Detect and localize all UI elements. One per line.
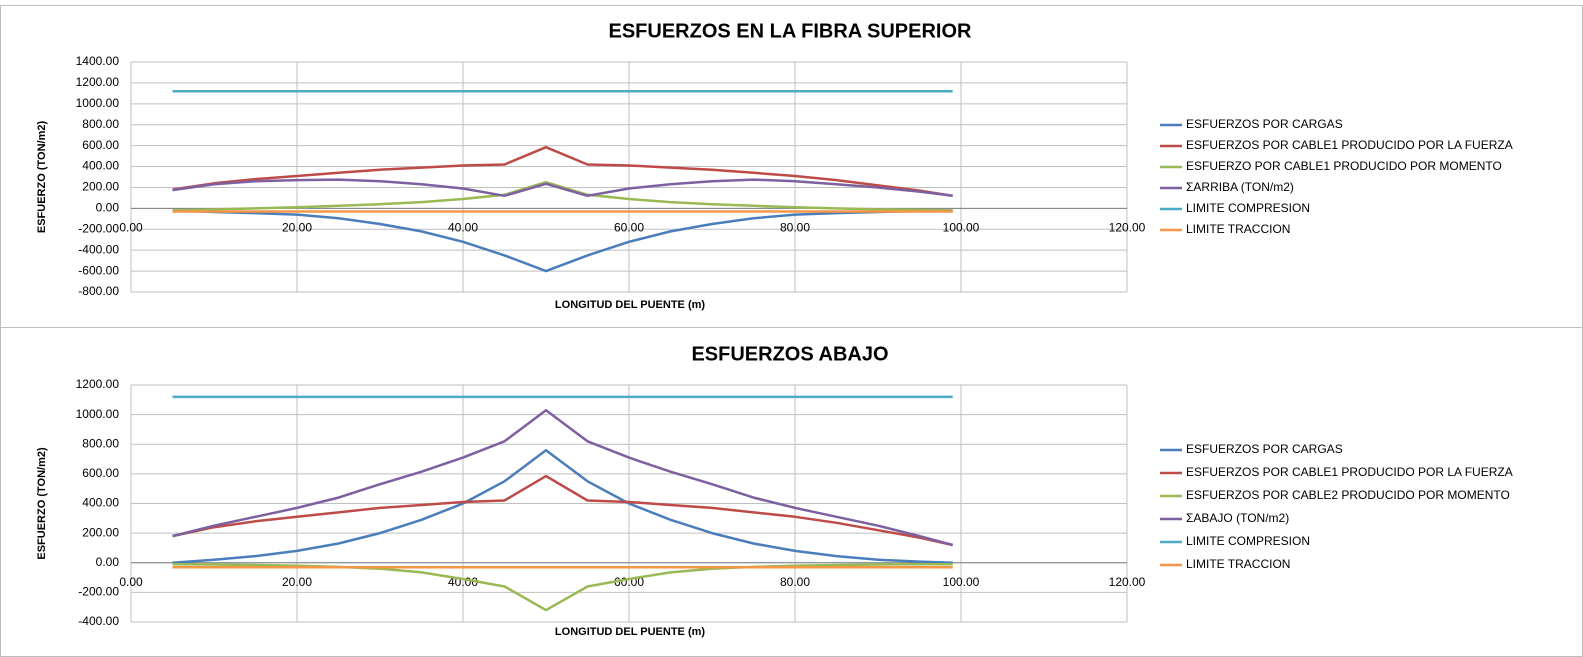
y-tick-label: 800.00 [82,436,119,450]
legend-label: ESFUERZOS POR CARGAS [1186,442,1343,456]
series-line [172,180,953,212]
y-tick-label: -400.00 [78,614,119,628]
series-line [172,209,953,273]
legend-label: ESFUERZOS POR CARGAS [1186,117,1343,131]
series-line [172,178,953,198]
y-axis-label: ESFUERZO (TON/m2) [36,121,48,234]
y-tick-label: 400.00 [82,496,119,510]
x-tick-label: 0.00 [119,221,143,235]
x-tick-label: 120.00 [1109,221,1146,235]
legend-label: ΣARRIBA (TON/m2) [1186,180,1294,194]
series-line [172,474,953,547]
x-tick-label: 100.00 [943,575,980,589]
series-line [172,145,953,198]
x-tick-label: 80.00 [780,575,810,589]
y-axis-label: ESFUERZO (TON/m2) [36,447,48,560]
x-tick-label: 120.00 [1109,575,1146,589]
y-tick-label: -200.00 [78,585,119,599]
x-tick-label: 20.00 [282,221,312,235]
y-tick-label: 0.00 [96,555,120,569]
y-tick-label: 600.00 [82,138,119,152]
y-tick-label: 1400.00 [76,54,120,68]
y-tick-label: 1200.00 [76,75,120,89]
y-tick-label: -800.00 [78,284,119,298]
legend-label: LIMITE COMPRESION [1186,201,1310,215]
legend-label: ESFUERZO POR CABLE1 PRODUCIDO POR MOMENT… [1186,159,1502,173]
chart-title: ESFUERZOS ABAJO [691,343,888,365]
x-tick-label: 20.00 [282,575,312,589]
legend-label: ESFUERZOS POR CABLE1 PRODUCIDO POR LA FU… [1186,138,1513,152]
y-tick-label: -600.00 [78,263,119,277]
legend-label: LIMITE TRACCION [1186,557,1290,571]
legend-label: ESFUERZOS POR CABLE2 PRODUCIDO POR MOMEN… [1186,488,1510,502]
x-tick-label: 80.00 [780,221,810,235]
series-line [172,408,954,547]
x-tick-label: 100.00 [943,221,980,235]
x-axis-label: LONGITUD DEL PUENTE (m) [555,626,705,638]
y-tick-label: 1000.00 [76,96,120,110]
y-tick-label: 0.00 [96,201,120,215]
series-line [172,448,953,565]
y-tick-label: 600.00 [82,466,119,480]
x-tick-label: 40.00 [448,221,478,235]
y-tick-label: 1000.00 [76,407,120,421]
y-tick-label: 400.00 [82,159,119,173]
y-tick-label: 800.00 [82,117,119,131]
x-axis-label: LONGITUD DEL PUENTE (m) [555,299,705,311]
y-tick-label: -200.00 [78,221,119,235]
chart-title: ESFUERZOS EN LA FIBRA SUPERIOR [609,20,973,42]
y-tick-label: 1200.00 [76,377,120,391]
legend-label: ΣABAJO (TON/m2) [1186,511,1289,525]
legend-label: ESFUERZOS POR CABLE1 PRODUCIDO POR LA FU… [1186,465,1513,479]
x-tick-label: 0.00 [119,575,143,589]
legend-label: LIMITE COMPRESION [1186,534,1310,548]
x-tick-label: 60.00 [614,221,644,235]
y-tick-label: -400.00 [78,242,119,256]
y-tick-label: 200.00 [82,180,119,194]
y-tick-label: 200.00 [82,525,119,539]
series-line [172,562,953,612]
legend-label: LIMITE TRACCION [1186,222,1290,236]
